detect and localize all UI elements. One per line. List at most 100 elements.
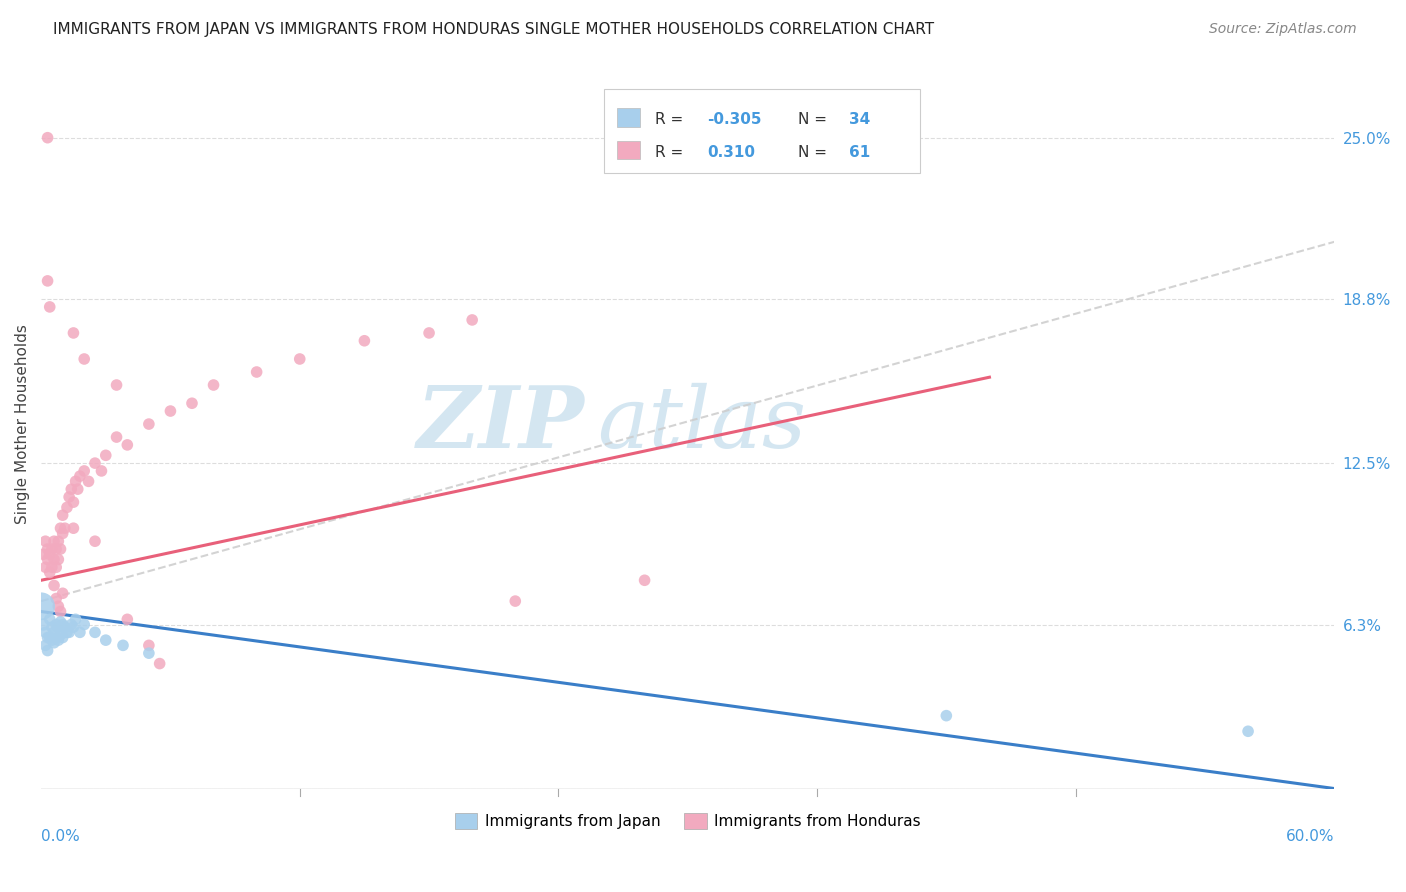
FancyBboxPatch shape — [617, 108, 640, 127]
Point — [37, 643, 59, 657]
Point — [117, 612, 139, 626]
Text: Source: ZipAtlas.com: Source: ZipAtlas.com — [1209, 22, 1357, 37]
Point — [52, 617, 75, 632]
Point — [38, 631, 60, 645]
Legend: Immigrants from Japan, Immigrants from Honduras: Immigrants from Japan, Immigrants from H… — [449, 807, 927, 836]
Point — [38, 566, 60, 580]
Point — [34, 638, 56, 652]
Point — [181, 396, 204, 410]
Point — [73, 617, 96, 632]
Point — [246, 365, 269, 379]
Point — [42, 552, 65, 566]
Point — [37, 274, 59, 288]
Point — [149, 657, 172, 671]
Point — [45, 560, 67, 574]
Text: -0.305: -0.305 — [707, 112, 762, 127]
Point — [73, 464, 96, 478]
Point — [45, 617, 67, 632]
Point — [34, 534, 56, 549]
Point — [60, 482, 83, 496]
Text: IMMIGRANTS FROM JAPAN VS IMMIGRANTS FROM HONDURAS SINGLE MOTHER HOUSEHOLDS CORRE: IMMIGRANTS FROM JAPAN VS IMMIGRANTS FROM… — [53, 22, 935, 37]
Text: R =: R = — [655, 112, 689, 127]
Point — [418, 326, 440, 340]
Point — [138, 638, 160, 652]
Point — [58, 490, 80, 504]
Point — [105, 430, 128, 444]
Point — [48, 633, 70, 648]
Text: N =: N = — [797, 145, 831, 160]
Text: R =: R = — [655, 145, 693, 160]
Point — [94, 448, 117, 462]
Point — [1237, 724, 1260, 739]
Point — [66, 482, 89, 496]
Point — [34, 625, 56, 640]
Point — [30, 599, 52, 614]
Point — [90, 464, 112, 478]
Point — [38, 300, 60, 314]
Point — [53, 620, 76, 634]
Point — [34, 560, 56, 574]
Point — [138, 417, 160, 431]
Point — [37, 552, 59, 566]
Point — [52, 508, 75, 523]
Point — [53, 521, 76, 535]
Point — [58, 625, 80, 640]
Text: 0.0%: 0.0% — [41, 829, 80, 844]
Point — [38, 612, 60, 626]
Point — [48, 534, 70, 549]
Point — [49, 615, 72, 629]
Y-axis label: Single Mother Households: Single Mother Households — [15, 324, 30, 524]
Point — [69, 625, 91, 640]
Text: 34: 34 — [849, 112, 870, 127]
Point — [52, 586, 75, 600]
Point — [77, 475, 100, 489]
FancyBboxPatch shape — [617, 141, 640, 160]
Point — [48, 620, 70, 634]
Point — [111, 638, 134, 652]
Point — [42, 625, 65, 640]
Point — [49, 521, 72, 535]
Point — [52, 631, 75, 645]
Point — [633, 574, 655, 588]
Point — [73, 351, 96, 366]
Point — [56, 625, 79, 640]
Point — [42, 636, 65, 650]
Point — [62, 326, 84, 340]
Point — [38, 547, 60, 561]
Point — [45, 542, 67, 557]
Point — [353, 334, 375, 348]
Point — [65, 475, 87, 489]
Point — [138, 646, 160, 660]
Point — [62, 620, 84, 634]
Text: atlas: atlas — [598, 383, 806, 466]
Point — [52, 526, 75, 541]
Point — [935, 708, 957, 723]
Point — [32, 617, 55, 632]
Point — [48, 599, 70, 614]
Point — [48, 552, 70, 566]
Point — [41, 542, 63, 557]
Point — [45, 631, 67, 645]
Point — [49, 542, 72, 557]
Point — [37, 631, 59, 645]
Point — [503, 594, 526, 608]
Point — [117, 438, 139, 452]
Point — [288, 351, 311, 366]
Point — [37, 130, 59, 145]
Text: 61: 61 — [849, 145, 870, 160]
Text: ZIP: ZIP — [416, 383, 585, 466]
Point — [37, 542, 59, 557]
Point — [84, 534, 107, 549]
Point — [105, 378, 128, 392]
Point — [202, 378, 225, 392]
Text: 60.0%: 60.0% — [1286, 829, 1334, 844]
Point — [60, 617, 83, 632]
Text: N =: N = — [797, 112, 831, 127]
Point — [159, 404, 181, 418]
Point — [41, 633, 63, 648]
Point — [41, 560, 63, 574]
Point — [45, 591, 67, 606]
Text: 0.310: 0.310 — [707, 145, 755, 160]
Point — [42, 578, 65, 592]
Point — [41, 620, 63, 634]
